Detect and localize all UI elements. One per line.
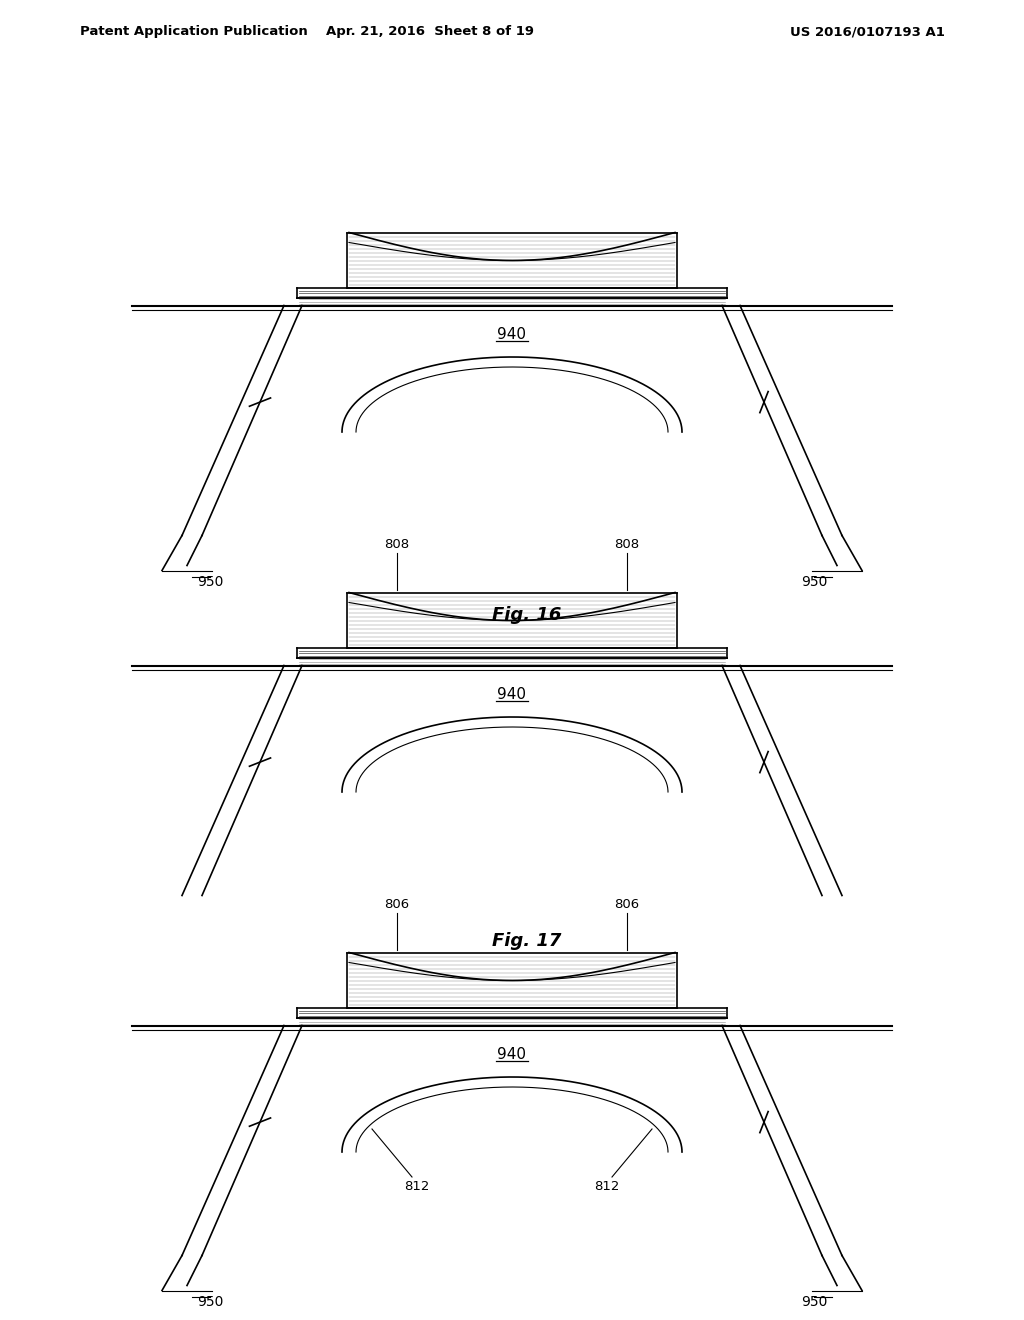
Text: 940: 940 (498, 327, 526, 342)
Text: Fig. 17: Fig. 17 (493, 932, 562, 949)
Text: 950: 950 (197, 1295, 223, 1309)
Text: US 2016/0107193 A1: US 2016/0107193 A1 (790, 25, 945, 38)
Text: 808: 808 (614, 537, 640, 550)
Text: 812: 812 (594, 1180, 620, 1193)
Text: 950: 950 (801, 576, 827, 590)
Text: 812: 812 (404, 1180, 430, 1193)
Text: 940: 940 (498, 1047, 526, 1063)
Text: 940: 940 (498, 686, 526, 702)
Text: 950: 950 (197, 576, 223, 590)
Text: 950: 950 (801, 1295, 827, 1309)
Text: Patent Application Publication: Patent Application Publication (80, 25, 308, 38)
Text: Apr. 21, 2016  Sheet 8 of 19: Apr. 21, 2016 Sheet 8 of 19 (326, 25, 534, 38)
Text: 806: 806 (384, 898, 410, 911)
Text: Fig. 16: Fig. 16 (493, 606, 562, 624)
Text: 808: 808 (384, 537, 410, 550)
Text: 806: 806 (614, 898, 640, 911)
